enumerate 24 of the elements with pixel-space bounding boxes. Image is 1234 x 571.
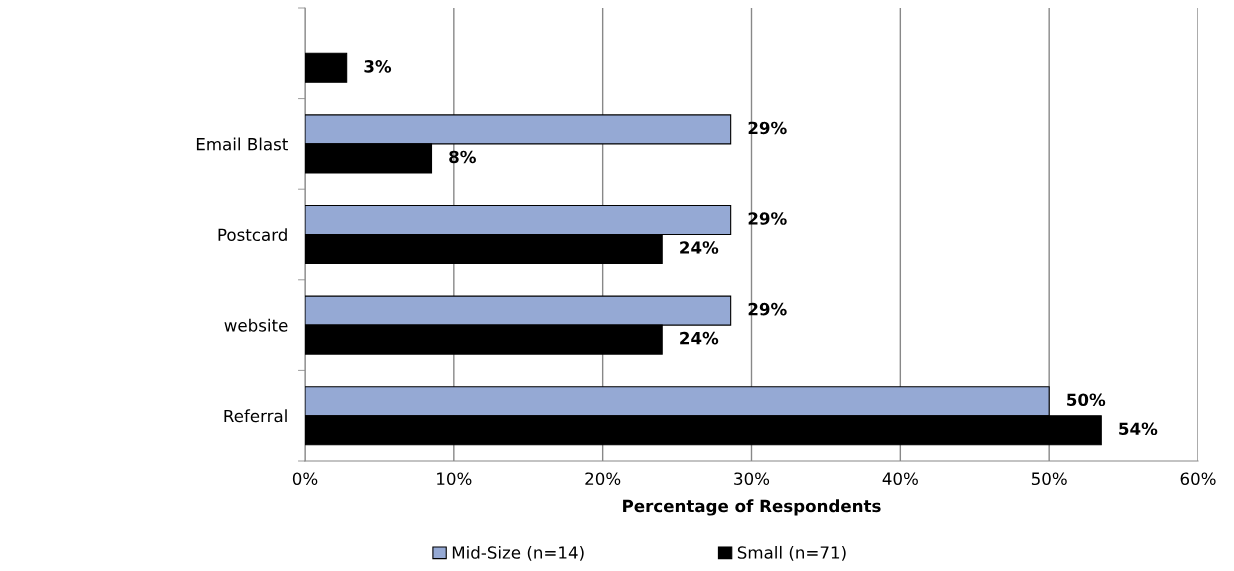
x-tick-label: 10% xyxy=(437,472,472,486)
bar xyxy=(305,52,348,83)
data-label: 29% xyxy=(748,121,787,135)
y-tick-label: Email Blast xyxy=(196,137,288,151)
x-tick-label: 20% xyxy=(585,472,621,486)
y-tick-label: website xyxy=(224,318,288,332)
x-tick-label: 40% xyxy=(882,472,918,486)
y-tick-label: Postcard xyxy=(218,228,287,242)
x-tick-label: 30% xyxy=(734,472,770,486)
data-label: 24% xyxy=(680,331,719,345)
legend-label: Small (n=71) xyxy=(737,545,846,561)
data-label: 24% xyxy=(680,241,719,254)
x-tick-label: 60% xyxy=(1180,472,1216,486)
data-label: 3% xyxy=(364,60,392,73)
x-axis-title: Percentage of Respondents xyxy=(623,499,881,516)
x-tick-label: 50% xyxy=(1031,472,1067,486)
data-label: 29% xyxy=(748,302,787,316)
data-label: 29% xyxy=(748,212,787,225)
legend-label: Mid-Size (n=14) xyxy=(452,545,584,561)
x-tick-label: 0% xyxy=(292,472,318,486)
data-label: 50% xyxy=(1067,393,1106,407)
data-label: 8% xyxy=(449,150,476,164)
y-tick-label: Referral xyxy=(224,409,287,423)
data-label: 54% xyxy=(1119,422,1158,436)
